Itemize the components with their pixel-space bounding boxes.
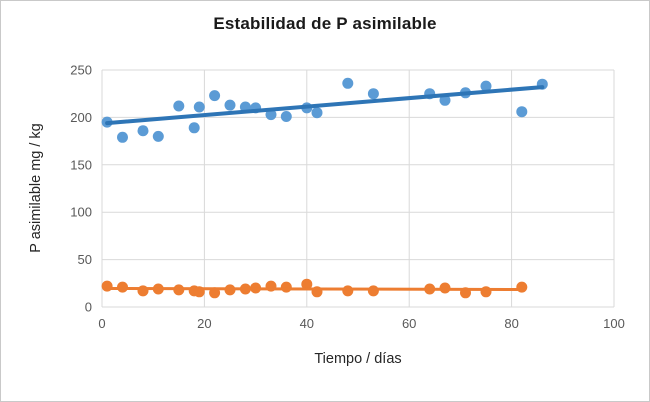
x-tick-label-20: 20 bbox=[197, 316, 211, 331]
serie-naranja-trendline bbox=[105, 287, 524, 291]
serie-azul-point bbox=[265, 109, 277, 121]
serie-azul-point bbox=[137, 125, 149, 137]
serie-azul-point bbox=[342, 77, 354, 89]
y-tick-label-250: 250 bbox=[70, 63, 92, 78]
y-tick-label-50: 50 bbox=[78, 252, 92, 267]
serie-azul-point bbox=[209, 90, 221, 102]
x-tick-label-60: 60 bbox=[402, 316, 416, 331]
y-tick-label-200: 200 bbox=[70, 110, 92, 125]
y-axis-title: P asimilable mg / kg bbox=[28, 123, 44, 253]
serie-azul-point bbox=[173, 100, 185, 112]
x-tick-label-0: 0 bbox=[98, 316, 105, 331]
serie-azul-point bbox=[439, 94, 451, 106]
serie-azul-point bbox=[117, 131, 128, 143]
serie-azul-point bbox=[188, 122, 200, 134]
serie-naranja-point bbox=[280, 281, 292, 293]
serie-azul-trendline bbox=[105, 85, 545, 126]
serie-naranja-point bbox=[137, 285, 149, 297]
serie-naranja-point bbox=[342, 285, 354, 297]
serie-azul-point bbox=[480, 80, 492, 92]
y-tick-label-100: 100 bbox=[70, 205, 92, 220]
serie-naranja-point bbox=[301, 278, 313, 290]
chart-title: Estabilidad de P asimilable bbox=[213, 14, 437, 33]
serie-azul-point bbox=[280, 111, 292, 122]
serie-azul-point bbox=[224, 99, 236, 111]
serie-azul-point bbox=[367, 88, 379, 100]
x-axis-title: Tiempo / días bbox=[314, 351, 402, 367]
serie-azul-point bbox=[311, 107, 323, 119]
serie-azul-point bbox=[193, 101, 205, 113]
serie-naranja-point bbox=[367, 285, 379, 297]
serie-azul-point bbox=[152, 130, 164, 142]
y-tick-label-0: 0 bbox=[85, 300, 92, 315]
serie-azul-point bbox=[516, 106, 528, 118]
x-tick-label-80: 80 bbox=[504, 316, 518, 331]
x-tick-label-40: 40 bbox=[300, 316, 314, 331]
x-tick-label-100: 100 bbox=[603, 316, 625, 331]
y-tick-label-150: 150 bbox=[70, 157, 92, 172]
